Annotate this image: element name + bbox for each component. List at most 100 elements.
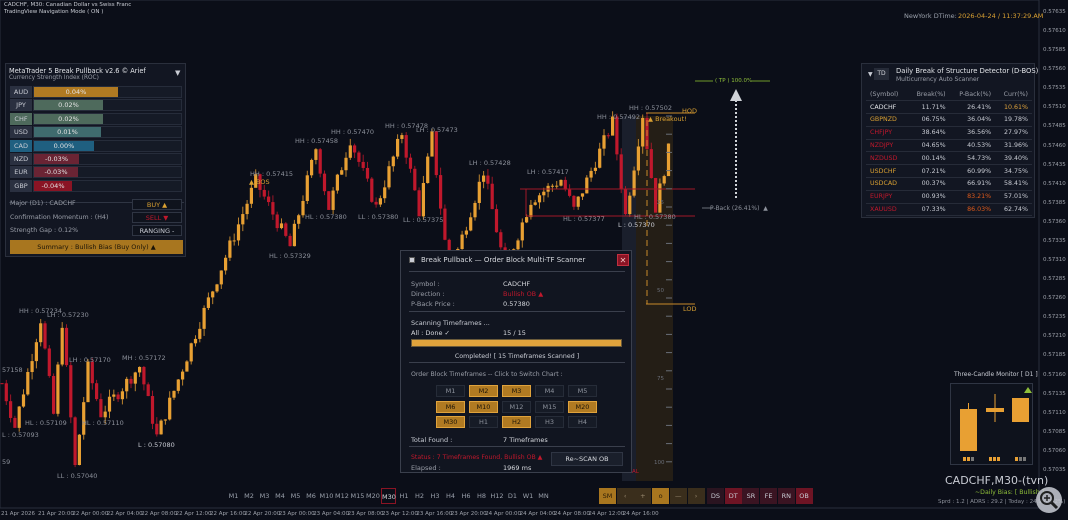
major-signal-button[interactable]: BUY ▲ <box>132 199 182 210</box>
dbos-row[interactable]: XAUUSD 07.33% 86.03% 62.74% <box>866 203 1032 217</box>
tool-sr-button[interactable]: SR <box>742 488 760 504</box>
tool-fe-button[interactable]: FE <box>760 488 778 504</box>
toolbar-tf-h6[interactable]: H6 <box>461 492 471 500</box>
tool-ds-button[interactable]: DS <box>707 488 724 504</box>
candle <box>318 147 322 178</box>
toolbar-tf-mn[interactable]: MN <box>538 492 549 500</box>
td-tag[interactable]: TD <box>874 68 889 80</box>
candle <box>142 366 146 391</box>
candle <box>658 178 662 213</box>
toolbar-tf-m6[interactable]: M6 <box>306 492 316 500</box>
next-button[interactable]: › <box>687 488 705 504</box>
time-tick-label: 24 Apr 08:00 <box>554 511 590 517</box>
collapse-icon[interactable]: ▼ <box>175 69 181 77</box>
toolbar-tf-w1[interactable]: W1 <box>522 492 534 500</box>
toolbar-tf-h1[interactable]: H1 <box>399 492 409 500</box>
minus-button[interactable]: — <box>669 488 687 504</box>
toolbar-tf-h12[interactable]: H12 <box>490 492 504 500</box>
swing-label: LL : 0.57040 <box>57 472 98 480</box>
tf-button-h1[interactable]: H1 <box>469 416 498 428</box>
candle <box>593 161 597 175</box>
candle <box>254 169 258 188</box>
toolbar-tf-m2[interactable]: M2 <box>244 492 254 500</box>
tp-label: ( TP ) 100.0% <box>715 78 753 84</box>
dbos-row[interactable]: CHFJPY 38.64% 36.56% 27.97% <box>866 126 1032 140</box>
tool-dt-button[interactable]: DT <box>724 488 742 504</box>
rescan-button[interactable]: Re~SCAN OB <box>551 452 623 466</box>
dbos-row[interactable]: USDCAD 00.37% 66.91% 58.41% <box>866 177 1032 191</box>
curr-cell: 62.74% <box>995 203 1032 217</box>
reset-button[interactable]: o <box>652 488 670 504</box>
tf-button-h2[interactable]: H2 <box>502 416 531 428</box>
strength-row-chf: CHF 0.02% <box>10 112 182 125</box>
tool-ob-button[interactable]: OB <box>795 488 813 504</box>
strength-bar: -0.04% <box>34 180 72 191</box>
swing-label: LH : 0.57473 <box>416 126 458 134</box>
prev-button[interactable]: ‹ <box>616 488 634 504</box>
scan-progress-bar <box>411 339 622 347</box>
toolbar-tf-m4[interactable]: M4 <box>275 492 285 500</box>
candle <box>576 196 580 210</box>
dbos-row[interactable]: USDCHF 07.21% 60.99% 34.75% <box>866 164 1032 179</box>
candle <box>469 212 473 232</box>
candle <box>215 283 219 293</box>
candle <box>383 180 387 203</box>
tf-button-m3[interactable]: M3 <box>502 385 531 397</box>
toolbar-tf-m3[interactable]: M3 <box>259 492 270 500</box>
toolbar-tf-m1[interactable]: M1 <box>228 492 239 500</box>
dbos-row[interactable]: EURJPY 00.93% 83.21% 57.01% <box>866 190 1032 204</box>
tf-button-m15[interactable]: M15 <box>535 400 564 413</box>
dbos-row[interactable]: CADCHF 11.71% 26.41% 10.61% <box>866 100 1032 115</box>
dbos-row[interactable]: NZDUSD 00.14% 54.73% 39.40% <box>866 151 1032 166</box>
tf-button-m2[interactable]: M2 <box>469 385 498 397</box>
toolbar-tf-m12[interactable]: M12 <box>335 492 349 500</box>
elapsed-value: 1969 ms <box>503 464 532 472</box>
tf-button-m4[interactable]: M4 <box>535 385 564 397</box>
tf-button-m6[interactable]: M6 <box>436 400 465 413</box>
toolbar-tf-m20[interactable]: M20 <box>366 492 380 500</box>
toolbar-tf-m15[interactable]: M15 <box>350 492 365 500</box>
tf-button-m10[interactable]: M10 <box>469 400 498 413</box>
time-tick-label: 22 Apr 12:00 <box>175 511 212 517</box>
toolbar-tf-h2[interactable]: H2 <box>414 492 425 500</box>
sm-button[interactable]: SM <box>599 488 616 504</box>
zoom-button[interactable] <box>1036 487 1062 513</box>
tf-button-m1[interactable]: M1 <box>436 385 465 397</box>
close-button[interactable]: ✕ <box>617 254 629 266</box>
tf-button-m5[interactable]: M5 <box>568 385 597 397</box>
swing-label: LL : 0.57375 <box>403 216 444 224</box>
toolbar-tf-m30[interactable]: M30 <box>381 488 396 504</box>
toolbar-tf-h4[interactable]: H4 <box>445 492 456 500</box>
time-tick-label: 23 Apr 00:00 <box>278 511 315 517</box>
tool-rn-button[interactable]: RN <box>777 488 795 504</box>
toolbar-tf-d1[interactable]: D1 <box>507 492 518 500</box>
candle <box>490 176 494 210</box>
divider <box>9 202 184 203</box>
candle <box>404 132 408 164</box>
tf-button-m30[interactable]: M30 <box>436 416 465 428</box>
dbos-row[interactable]: NZDJPY 04.65% 40.53% 31.96% <box>866 139 1032 153</box>
price-tick-label: 0.57560 <box>1043 66 1066 73</box>
candle <box>494 204 499 233</box>
toolbar-tf-h3[interactable]: H3 <box>430 492 440 500</box>
breakout-text: Breakout! <box>655 115 687 123</box>
toolbar-tf-m5[interactable]: M5 <box>290 492 301 500</box>
gap-signal-button[interactable]: RANGING - <box>132 225 182 236</box>
price-tick-label: 0.57185 <box>1043 352 1066 359</box>
swing-label: HH : 0.57470 <box>331 128 374 136</box>
toolbar-tf-h8[interactable]: H8 <box>476 492 487 500</box>
dbos-row[interactable]: GBPNZD 06.75% 36.04% 19.78% <box>866 113 1032 127</box>
tf-button-m12[interactable]: M12 <box>502 400 531 413</box>
break-cell: 06.75% <box>907 113 950 127</box>
tf-button-m20[interactable]: M20 <box>568 400 597 413</box>
candle <box>421 175 425 220</box>
candle <box>90 358 94 390</box>
tf-button-h4[interactable]: H4 <box>568 416 597 428</box>
toolbar-tf-m10[interactable]: M10 <box>319 492 334 500</box>
momentum-signal-button[interactable]: SELL ▼ <box>132 212 182 223</box>
candle <box>391 155 395 172</box>
tf-button-h3[interactable]: H3 <box>535 416 564 428</box>
add-button[interactable]: + <box>634 488 652 504</box>
collapse-icon[interactable]: ▼ <box>868 71 873 78</box>
